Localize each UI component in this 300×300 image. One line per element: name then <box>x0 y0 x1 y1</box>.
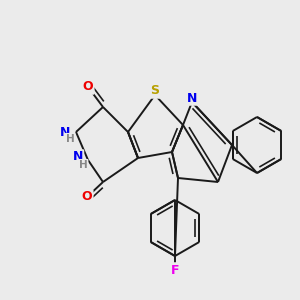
Text: N: N <box>187 92 197 104</box>
Text: H: H <box>79 160 87 170</box>
Text: O: O <box>82 190 92 203</box>
Text: H: H <box>66 134 74 144</box>
Text: O: O <box>83 80 93 94</box>
Text: F: F <box>171 263 179 277</box>
Text: N: N <box>73 151 83 164</box>
Text: S: S <box>151 85 160 98</box>
Text: N: N <box>60 125 70 139</box>
